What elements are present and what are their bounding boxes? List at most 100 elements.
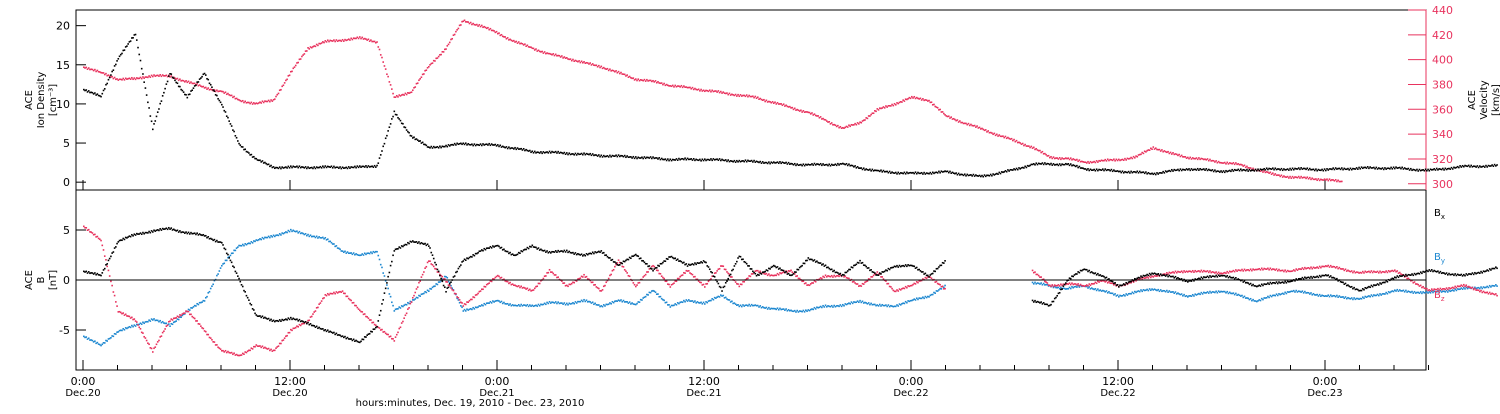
bx-point <box>371 331 373 333</box>
y-tick-label-right: 320 <box>1432 153 1453 166</box>
by-point <box>663 300 665 302</box>
density-point <box>635 156 637 158</box>
bx-point <box>440 278 442 280</box>
density-point <box>598 154 600 156</box>
by-point <box>519 305 521 307</box>
density-point <box>142 73 144 75</box>
density-point <box>617 156 619 158</box>
density-point <box>384 143 386 145</box>
velocity-point <box>913 96 915 98</box>
velocity-point <box>873 112 875 114</box>
bz-point <box>592 281 594 283</box>
bx-point <box>748 265 750 267</box>
by-point <box>263 238 265 240</box>
by-point <box>694 300 696 302</box>
bz-point <box>757 270 759 272</box>
bz-point <box>555 274 557 276</box>
bz-point <box>455 293 457 295</box>
by-point <box>944 285 946 287</box>
by-point <box>598 304 600 306</box>
bx-point <box>432 254 434 256</box>
bz-point <box>1241 269 1243 271</box>
bx-point <box>437 269 439 271</box>
by-point <box>710 300 712 302</box>
velocity-point <box>449 42 451 44</box>
bz-point <box>283 339 285 341</box>
by-point <box>296 230 298 232</box>
by-point <box>1378 295 1380 297</box>
bx-point <box>742 258 744 260</box>
bz-point <box>618 259 620 261</box>
velocity-point <box>352 39 354 41</box>
bz-point <box>543 278 545 280</box>
by-point <box>430 288 432 290</box>
velocity-point <box>406 94 408 96</box>
velocity-point <box>1153 146 1155 148</box>
by-point <box>1262 299 1264 301</box>
bx-point <box>286 319 288 321</box>
density-point <box>118 58 120 60</box>
density-point <box>1334 169 1336 171</box>
density-point <box>904 172 906 174</box>
density-point <box>1197 168 1199 170</box>
density-point <box>1273 169 1275 171</box>
by-point <box>1250 298 1252 300</box>
bx-point <box>381 303 383 305</box>
density-point <box>162 95 164 97</box>
bz-point <box>1463 284 1465 286</box>
bx-point <box>246 295 248 297</box>
density-point <box>1087 168 1089 170</box>
by-point <box>576 302 578 304</box>
bz-point <box>477 293 479 295</box>
velocity-point <box>85 67 87 69</box>
velocity-point <box>661 82 663 84</box>
by-point <box>825 304 827 306</box>
velocity-point <box>1113 158 1115 160</box>
bx-point <box>379 314 381 316</box>
bz-point <box>154 346 156 348</box>
density-point <box>1247 170 1249 172</box>
by-point <box>1175 291 1177 293</box>
bz-point <box>145 337 147 339</box>
bz-point <box>545 275 547 277</box>
velocity-point <box>867 118 869 120</box>
bz-point <box>692 274 694 276</box>
bz-point <box>1267 268 1269 270</box>
bx-point <box>152 231 154 233</box>
density-point <box>455 144 457 146</box>
density-point <box>163 92 165 94</box>
velocity-point <box>1013 139 1015 141</box>
by-point <box>548 303 550 305</box>
density-point <box>557 151 559 153</box>
bz-point <box>347 296 349 298</box>
bx-point <box>448 287 450 289</box>
by-point <box>1336 295 1338 297</box>
by-point <box>713 299 715 301</box>
by-point <box>1112 293 1114 295</box>
velocity-point <box>501 34 503 36</box>
bz-point <box>297 326 299 328</box>
bx-point <box>674 257 676 259</box>
bx-point <box>316 326 318 328</box>
density-point <box>529 150 531 152</box>
density-point <box>472 145 474 147</box>
density-point <box>366 167 368 169</box>
bz-point <box>614 266 616 268</box>
density-point <box>870 170 872 172</box>
by-point <box>623 300 625 302</box>
velocity-point <box>105 73 107 75</box>
bx-point <box>408 243 410 245</box>
bx-point <box>783 270 785 272</box>
bz-point <box>274 350 276 352</box>
bz-point <box>915 283 917 285</box>
bx-point <box>652 270 654 272</box>
bz-point <box>1199 271 1201 273</box>
bz-point <box>1361 272 1363 274</box>
x-tick-label-time: 0:00 <box>71 375 96 388</box>
bx-point <box>400 247 402 249</box>
density-point <box>121 53 123 55</box>
bz-point <box>387 334 389 336</box>
by-point <box>858 301 860 303</box>
density-point <box>280 168 282 170</box>
bx-point <box>353 339 355 341</box>
